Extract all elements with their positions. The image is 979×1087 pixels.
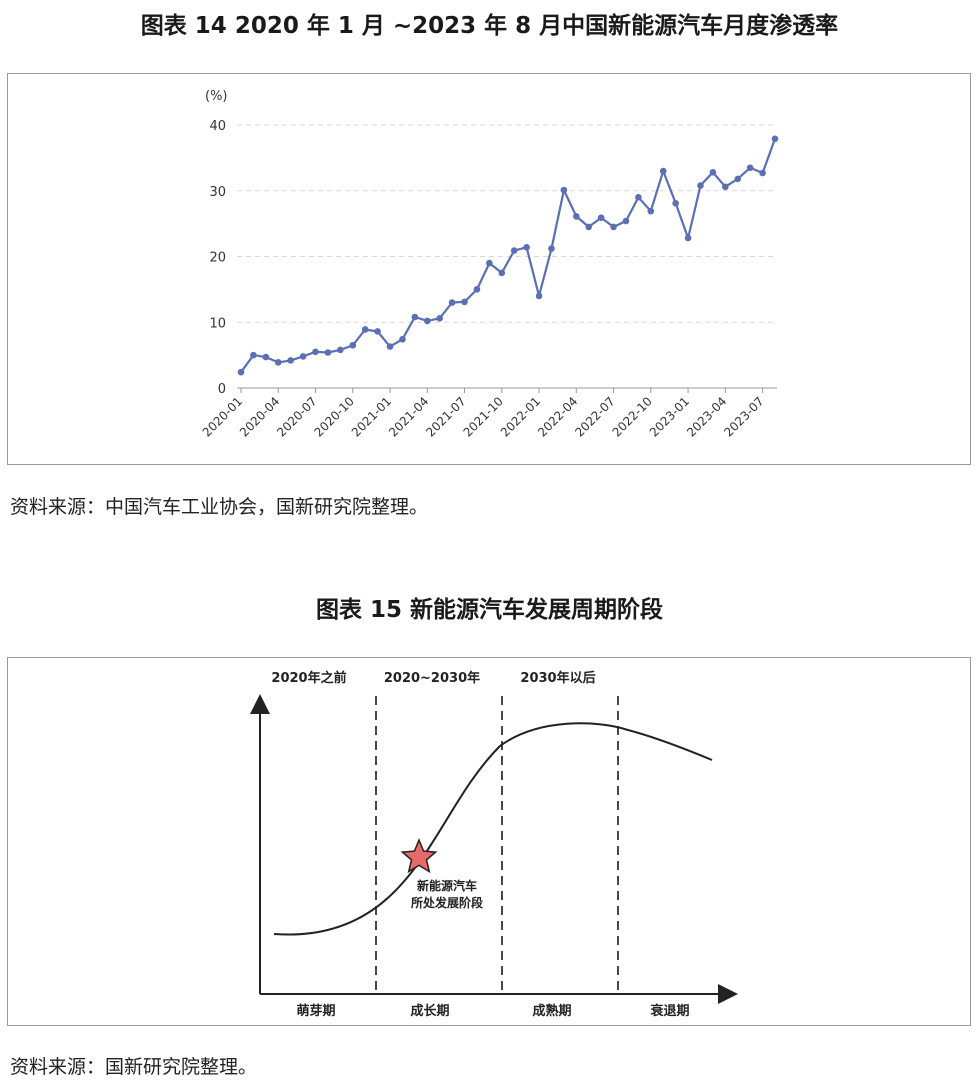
- data-point: [610, 223, 617, 231]
- figure-15-title: 图表 15 新能源汽车发展周期阶段: [315, 597, 664, 623]
- chart-frame: 0 10 20 30 40 2020-01 2020-04 2020-07 2020-10 20…: [7, 73, 971, 465]
- data-point: [585, 223, 593, 231]
- data-point: [448, 299, 456, 306]
- data-point: [399, 336, 406, 343]
- data-point: [597, 214, 605, 222]
- figure-14-title: 图表 14 2020 年 1 月 ~2023 年 8 月中国新能源汽车月度渗透率: [140, 13, 839, 39]
- figure-15-source: 资料来源：国新研究院整理。: [10, 1056, 258, 1078]
- x-tick-label: 2020-04: [237, 394, 282, 439]
- data-point: [560, 186, 568, 194]
- period-label-3: 2030年以后: [520, 670, 595, 686]
- data-point: [473, 286, 481, 293]
- data-point: [771, 135, 779, 143]
- x-tick-label: 2020-07: [274, 394, 319, 439]
- data-point: [250, 351, 257, 359]
- data-point: [535, 292, 543, 300]
- data-point: [299, 353, 307, 360]
- x-tick-label: 2021-10: [461, 394, 506, 439]
- x-tick-label: 2022-10: [610, 394, 655, 439]
- stage-label-decline: 衰退期: [649, 1003, 689, 1019]
- y-tick-label: 30: [209, 185, 226, 200]
- diagram-frame: 2020年之前 2020~2030年 2030年以后 萌芽期 成长期 成熟期 衰…: [7, 657, 971, 1026]
- data-point: [659, 167, 667, 175]
- data-point: [759, 169, 766, 177]
- figure-14-source: 资料来源：中国汽车工业协会，国新研究院整理。: [10, 496, 429, 518]
- data-point: [622, 217, 630, 225]
- series-line: [240, 138, 777, 373]
- data-point: [423, 317, 431, 325]
- x-tick-label: 2023-04: [684, 394, 729, 439]
- x-tick-label: 2022-07: [572, 394, 617, 439]
- marker-label-line2: 所处发展阶段: [411, 895, 484, 910]
- data-point: [523, 243, 530, 251]
- x-tick-label: 2022-01: [498, 394, 543, 439]
- data-point: [324, 349, 332, 356]
- data-point: [287, 357, 294, 364]
- y-tick-label: 0: [218, 382, 226, 397]
- data-point: [510, 247, 518, 254]
- y-axis-unit-label: (%): [205, 89, 228, 104]
- lifecycle-curve: [273, 722, 713, 936]
- data-point: [262, 353, 270, 361]
- x-tick-label: 2020-10: [312, 394, 357, 439]
- x-tick-label: 2021-04: [386, 394, 431, 439]
- data-point: [349, 341, 357, 349]
- stage-label-growth: 成长期: [410, 1003, 449, 1019]
- data-point: [672, 199, 679, 207]
- data-point: [361, 326, 369, 333]
- y-tick-label: 20: [209, 251, 226, 266]
- period-label-1: 2020年之前: [271, 670, 346, 686]
- period-label-2: 2020~2030年: [384, 670, 480, 686]
- stage-label-emerging: 萌芽期: [296, 1003, 335, 1019]
- current-stage-star-icon: [400, 838, 438, 874]
- x-tick-label: 2021-07: [423, 394, 468, 439]
- x-tick-label: 2022-04: [535, 394, 580, 439]
- data-point: [746, 164, 754, 172]
- data-point: [647, 207, 655, 215]
- data-point: [548, 245, 555, 252]
- data-point: [274, 359, 282, 366]
- data-point: [411, 313, 419, 321]
- marker-label-line1: 新能源汽车: [417, 878, 477, 893]
- data-point: [697, 182, 704, 189]
- data-point: [374, 328, 381, 335]
- data-point: [337, 346, 344, 354]
- data-point: [461, 298, 468, 306]
- data-point: [486, 259, 493, 267]
- lifecycle-diagram: 2020年之前 2020~2030年 2030年以后 萌芽期 成长期 成熟期 衰…: [250, 670, 738, 1019]
- data-point: [734, 175, 742, 183]
- x-tick-label: 2023-01: [647, 394, 692, 439]
- x-tick-label: 2021-01: [349, 394, 394, 439]
- data-point: [436, 315, 443, 322]
- stage-label-maturity: 成熟期: [532, 1003, 571, 1019]
- data-point: [709, 169, 717, 176]
- y-tick-label: 40: [209, 119, 226, 134]
- x-tick-label: 2020-01: [200, 394, 245, 439]
- x-tick-label: 2023-07: [721, 394, 766, 439]
- data-point: [573, 213, 580, 220]
- data-point: [635, 194, 642, 201]
- data-point: [722, 183, 729, 191]
- data-point: [312, 348, 319, 356]
- data-point: [386, 343, 394, 350]
- data-point: [237, 368, 245, 376]
- data-point: [684, 234, 692, 242]
- y-tick-label: 10: [209, 316, 226, 331]
- data-point: [498, 269, 506, 277]
